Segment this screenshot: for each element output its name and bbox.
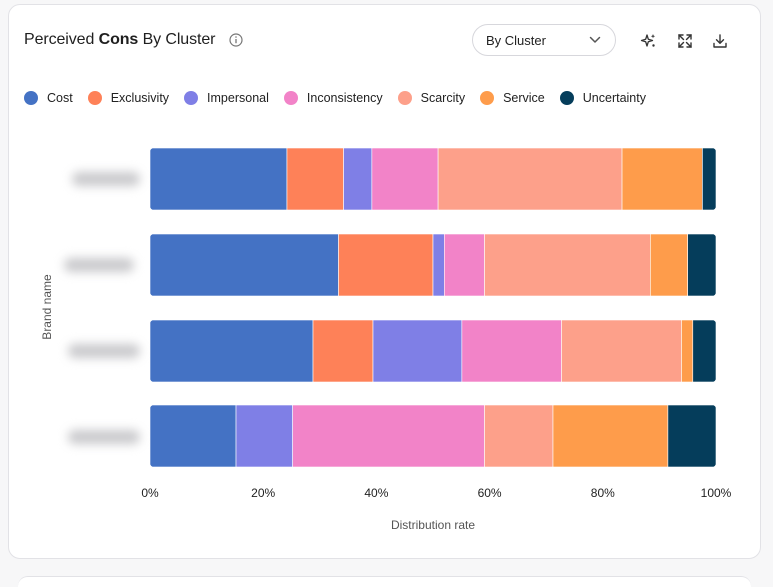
bar-segment-scarcity[interactable] xyxy=(561,320,682,382)
bar-segment-inconsistency[interactable] xyxy=(371,148,439,210)
brand-label-blurred xyxy=(72,172,140,186)
legend-item[interactable]: Exclusivity xyxy=(87,91,170,105)
info-icon[interactable] xyxy=(229,33,243,47)
bar-group xyxy=(150,320,716,382)
legend-item[interactable]: Uncertainty xyxy=(559,91,646,105)
bar-segment-cost[interactable] xyxy=(150,148,288,210)
legend-item[interactable]: Impersonal xyxy=(184,91,269,105)
bar-segment-exclusivity[interactable] xyxy=(338,234,434,296)
bar-segment-inconsistency[interactable] xyxy=(461,320,562,382)
bar-segment-scarcity[interactable] xyxy=(484,405,554,467)
legend-item[interactable]: Inconsistency xyxy=(283,91,383,105)
legend-swatch xyxy=(559,91,574,105)
bar-segment-inconsistency[interactable] xyxy=(444,234,485,296)
sparkle-icon[interactable] xyxy=(639,32,657,50)
bar-segment-scarcity[interactable] xyxy=(484,234,651,296)
legend-swatch xyxy=(283,91,298,105)
bar-group xyxy=(150,148,716,210)
legend-label: Exclusivity xyxy=(110,91,170,105)
bar-segment-uncertainty[interactable] xyxy=(687,234,716,296)
legend-swatch xyxy=(24,91,38,105)
x-tick-label: 100% xyxy=(701,486,732,500)
brand-label-blurred xyxy=(64,258,134,272)
chart-legend: Cost Exclusivity Impersonal Inconsistency Sc… xyxy=(24,91,661,105)
legend-label: Scarcity xyxy=(420,91,466,105)
cluster-dropdown[interactable]: By Cluster xyxy=(472,24,616,56)
bar-segment-service[interactable] xyxy=(621,148,703,210)
bar-segment-uncertainty[interactable] xyxy=(702,148,716,210)
bar-segment-scarcity[interactable] xyxy=(437,148,623,210)
x-tick-label: 20% xyxy=(251,486,275,500)
legend-item[interactable]: Cost xyxy=(24,91,73,105)
brand-label-blurred xyxy=(68,344,140,358)
bar-segment-cost[interactable] xyxy=(150,405,237,467)
x-tick-label: 80% xyxy=(591,486,615,500)
x-axis-label: Distribution rate xyxy=(390,518,476,532)
legend-label: Impersonal xyxy=(207,91,269,105)
expand-icon[interactable] xyxy=(676,32,694,50)
bar-segment-cost[interactable] xyxy=(150,320,314,382)
legend-swatch xyxy=(480,91,495,105)
legend-swatch xyxy=(87,91,102,105)
legend-label: Cost xyxy=(47,91,73,105)
dropdown-value: By Cluster xyxy=(486,33,546,48)
bar-segment-impersonal[interactable] xyxy=(432,234,445,296)
bar-segment-service[interactable] xyxy=(650,234,688,296)
legend-label: Inconsistency xyxy=(306,91,383,105)
legend-swatch xyxy=(184,91,199,105)
chevron-down-icon xyxy=(589,36,601,43)
bar-segment-exclusivity[interactable] xyxy=(286,148,344,210)
download-icon[interactable] xyxy=(711,32,729,50)
bar-segment-inconsistency[interactable] xyxy=(292,405,485,467)
legend-item[interactable]: Service xyxy=(480,91,545,105)
bar-segment-uncertainty[interactable] xyxy=(667,405,716,467)
bar-segment-impersonal[interactable] xyxy=(343,148,373,210)
x-tick-label: 40% xyxy=(364,486,388,500)
legend-label: Uncertainty xyxy=(582,91,646,105)
brand-label-blurred xyxy=(68,430,140,444)
legend-label: Service xyxy=(503,91,545,105)
x-tick-label: 0% xyxy=(141,486,159,500)
bar-segment-cost[interactable] xyxy=(150,234,339,296)
bar-segment-impersonal[interactable] xyxy=(235,405,293,467)
bar-segment-service[interactable] xyxy=(552,405,669,467)
chart-title: Perceived Cons By Cluster xyxy=(24,31,216,48)
bar-segment-uncertainty[interactable] xyxy=(692,320,716,382)
bar-segment-impersonal[interactable] xyxy=(372,320,463,382)
legend-swatch xyxy=(397,91,412,105)
x-tick-label: 60% xyxy=(478,486,502,500)
bar-segment-exclusivity[interactable] xyxy=(312,320,374,382)
legend-item[interactable]: Scarcity xyxy=(397,91,466,105)
bar-group xyxy=(150,234,716,296)
bar-group xyxy=(150,405,716,467)
bar-segment-service[interactable] xyxy=(681,320,694,382)
